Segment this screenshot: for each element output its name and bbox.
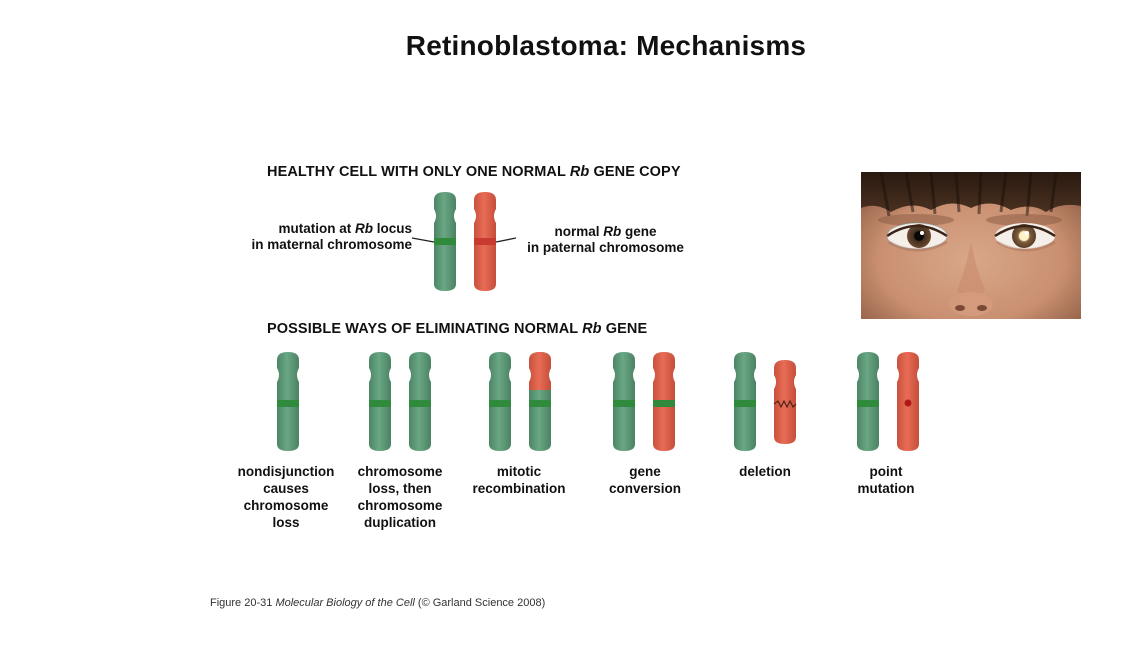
paternal-pointer-line xyxy=(495,237,517,243)
mechanism-5-chromosome-a xyxy=(734,352,756,451)
mechanism-3-chromosome-a xyxy=(489,352,511,451)
healthy-paternal-chromosome xyxy=(474,192,496,291)
maternal-pointer-line xyxy=(411,237,435,243)
mechanism-2-chromosome-a xyxy=(369,352,391,451)
child-eyes-photo xyxy=(861,172,1081,319)
caption-nondisjunction: nondisjunction causes chromosome loss xyxy=(237,464,335,530)
elimination-ways-heading: POSSIBLE WAYS OF ELIMINATING NORMAL Rb G… xyxy=(267,321,648,337)
mechanism-3-chromosome-b xyxy=(529,352,551,451)
healthy-cell-heading: HEALTHY CELL WITH ONLY ONE NORMAL Rb GEN… xyxy=(267,164,681,180)
paternal-chromosome-label: normal Rb gene in paternal chromosome xyxy=(527,224,684,255)
mechanism-6-chromosome-a xyxy=(857,352,879,451)
mechanism-4-chromosome-b xyxy=(653,352,675,451)
normal-band xyxy=(474,238,496,245)
caption-gene-conversion: gene conversion xyxy=(608,464,682,496)
mutation-band xyxy=(434,238,456,245)
maternal-chromosome-label: mutation at Rb locus in maternal chromos… xyxy=(251,221,412,252)
slide-title: Retinoblastoma: Mechanisms xyxy=(405,30,807,61)
figure-credit: Figure 20-31 Molecular Biology of the Ce… xyxy=(210,597,546,609)
point-mutation-dot xyxy=(904,399,912,407)
healthy-maternal-chromosome xyxy=(434,192,456,291)
mechanism-4-chromosome-a xyxy=(613,352,635,451)
caption-point-mutation: point mutation xyxy=(857,464,915,496)
mechanism-2-chromosome-b xyxy=(409,352,431,451)
mechanism-5-chromosome-b xyxy=(773,360,797,444)
mechanism-1-chromosome xyxy=(277,352,299,451)
deletion-zigzag xyxy=(773,399,797,409)
caption-deletion: deletion xyxy=(739,464,791,479)
caption-chromosome-loss-duplication: chromosome loss, then chromosome duplica… xyxy=(357,464,443,530)
mechanism-6-chromosome-b xyxy=(897,352,919,451)
caption-mitotic-recombination: mitotic recombination xyxy=(472,464,566,496)
